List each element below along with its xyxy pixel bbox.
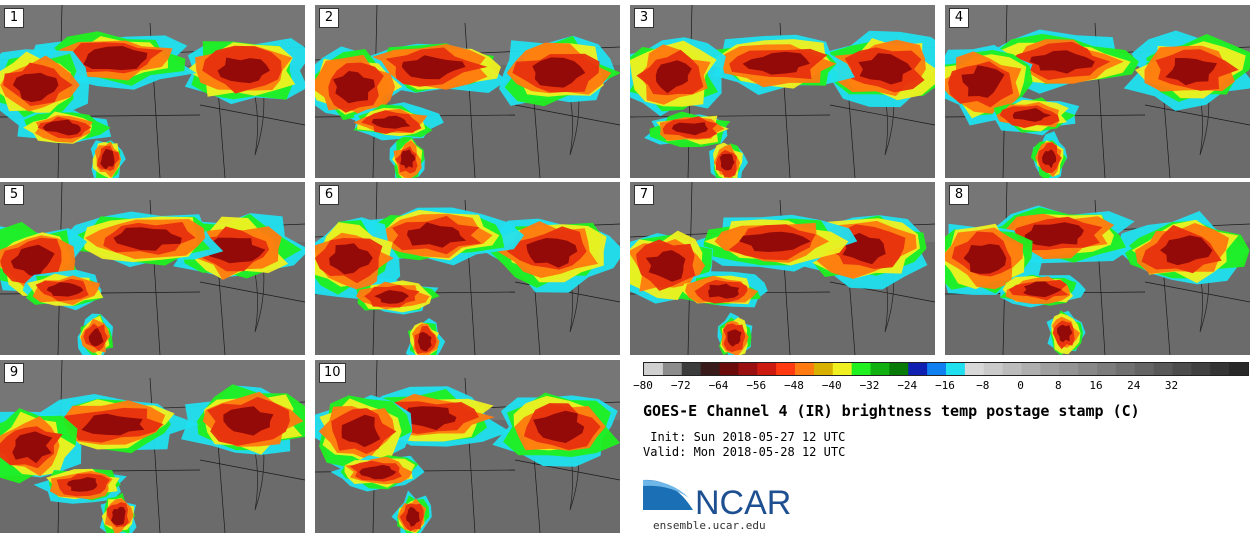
colorbar-tick-label: 8 bbox=[1054, 379, 1062, 392]
panel-number: 1 bbox=[4, 8, 24, 28]
colorbar-tick-label: −24 bbox=[897, 379, 918, 392]
colorbar-segment bbox=[1040, 363, 1060, 375]
colorbar-segment bbox=[1172, 363, 1192, 375]
colorbar-tick-label: −48 bbox=[784, 379, 804, 392]
figure-title: GOES-E Channel 4 (IR) brightness temp po… bbox=[643, 402, 1140, 420]
ncar-logo-swoosh bbox=[643, 479, 693, 510]
colorbar-segment bbox=[908, 363, 928, 375]
panel-number: 8 bbox=[949, 185, 969, 205]
colorbar-segment bbox=[681, 363, 702, 375]
colorbar-segment bbox=[1229, 363, 1248, 375]
ncar-logo: NCAR bbox=[643, 479, 791, 518]
panel-number: 3 bbox=[634, 8, 654, 28]
colorbar-segment bbox=[889, 363, 909, 375]
colorbar-segment bbox=[832, 363, 853, 375]
postage-stamp-panel: 3 bbox=[630, 5, 935, 178]
colorbar-segment bbox=[644, 363, 664, 375]
colorbar-segment bbox=[1153, 363, 1174, 375]
colorbar-segment bbox=[738, 363, 758, 375]
colorbar-segment bbox=[813, 363, 834, 375]
panel-number: 5 bbox=[4, 185, 24, 205]
panel-number: 10 bbox=[319, 363, 346, 383]
colorbar-segment bbox=[1115, 363, 1136, 375]
colorbar-tick-label: −72 bbox=[670, 379, 691, 392]
postage-stamp-panel: 6 bbox=[315, 182, 620, 355]
ncar-logo-text: NCAR bbox=[695, 484, 791, 518]
ncar-logo-swoosh-highlight bbox=[643, 480, 689, 498]
colorbar-tick-label: −80 bbox=[633, 379, 653, 392]
colorbar-tick-label: 0 bbox=[1017, 379, 1024, 392]
ensemble-url: ensemble.ucar.edu bbox=[653, 519, 766, 532]
colorbar-segment bbox=[1059, 363, 1079, 375]
postage-stamp-panel: 5 bbox=[0, 182, 305, 355]
colorbar-segment bbox=[1078, 363, 1098, 375]
colorbar-segment bbox=[1097, 363, 1117, 375]
colorbar-tick-label: 24 bbox=[1127, 379, 1141, 392]
colorbar-segment bbox=[1021, 363, 1041, 375]
colorbar-segment bbox=[662, 363, 683, 375]
colorbar-segment bbox=[700, 363, 721, 375]
colorbar-segment bbox=[719, 363, 739, 375]
colorbar-tick-label: −40 bbox=[821, 379, 842, 392]
colorbar-segment bbox=[851, 363, 872, 375]
colorbar-tick-label: −16 bbox=[935, 379, 955, 392]
colorbar-segment bbox=[983, 363, 1004, 375]
postage-stamp-panel: 2 bbox=[315, 5, 620, 178]
postage-stamp-panel: 1 bbox=[0, 5, 305, 178]
colorbar-segment bbox=[1002, 363, 1023, 375]
colorbar-tick-label: −8 bbox=[976, 379, 990, 392]
panel-number: 2 bbox=[319, 8, 339, 28]
postage-stamp-panel: 10 bbox=[315, 360, 620, 533]
colorbar-tick-label: −56 bbox=[746, 379, 767, 392]
panel-number: 6 bbox=[319, 185, 339, 205]
colorbar-segment bbox=[776, 363, 796, 375]
panel-number: 7 bbox=[634, 185, 654, 205]
colorbar-segment bbox=[1134, 363, 1155, 375]
init-time: Init: Sun 2018-05-27 12 UTC bbox=[643, 430, 846, 444]
colorbar-segment bbox=[964, 363, 985, 375]
colorbar-segment bbox=[1191, 363, 1211, 375]
postage-stamp-panel: 8 bbox=[945, 182, 1250, 355]
postage-stamp-panel: 9 bbox=[0, 360, 305, 533]
panel-number: 9 bbox=[4, 363, 24, 383]
colorbar-segment bbox=[870, 363, 890, 375]
colorbar-segment bbox=[795, 363, 815, 375]
colorbar-tick-label: 16 bbox=[1089, 379, 1103, 392]
postage-stamp-panel: 7 bbox=[630, 182, 935, 355]
colorbar-tick-label: 32 bbox=[1164, 379, 1179, 392]
valid-time: Valid: Mon 2018-05-28 12 UTC bbox=[643, 445, 846, 459]
colorbar-segment bbox=[1210, 363, 1230, 375]
postage-stamp-panel: 4 bbox=[945, 5, 1250, 178]
colorbar-tick-label: −64 bbox=[708, 379, 729, 392]
colorbar bbox=[643, 362, 1249, 376]
colorbar-segment bbox=[927, 363, 947, 375]
panel-number: 4 bbox=[949, 8, 969, 28]
colorbar-segment bbox=[757, 363, 777, 375]
colorbar-segment bbox=[946, 363, 966, 375]
colorbar-tick-label: −32 bbox=[859, 379, 880, 392]
